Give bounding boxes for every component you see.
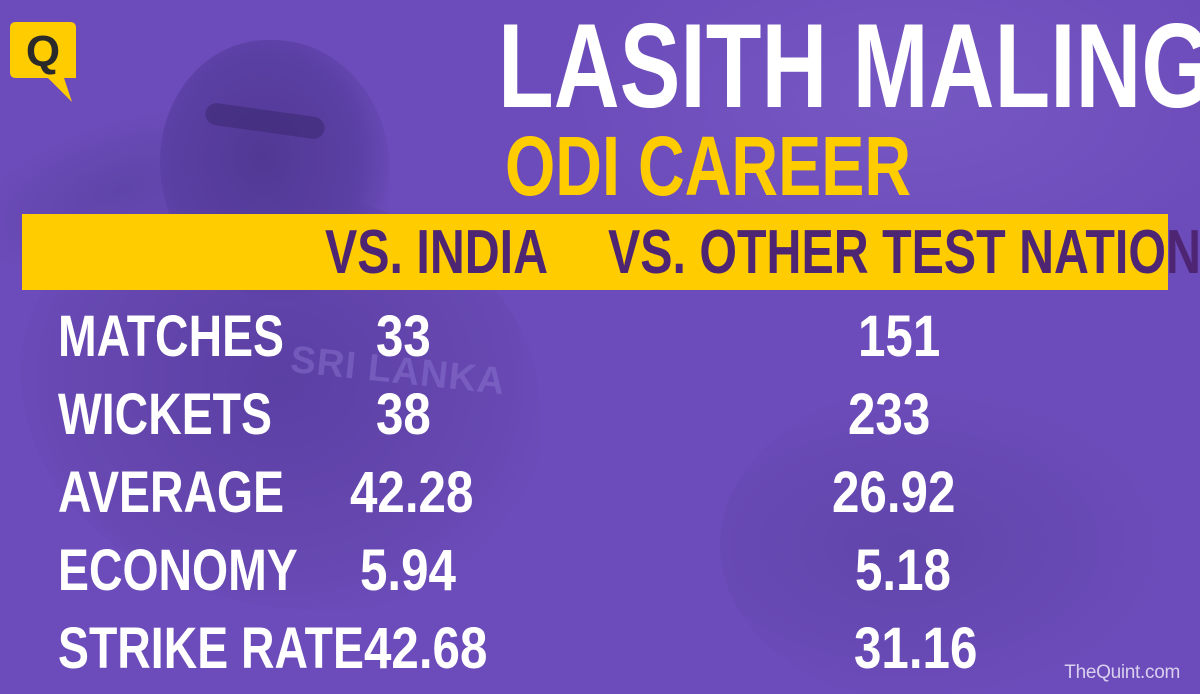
row-label-strike-rate: STRIKE RATE bbox=[58, 616, 364, 681]
page-title: LASITH MALINGA bbox=[498, 0, 1200, 133]
value-wickets-india: 38 bbox=[376, 382, 431, 447]
column-header-vs-other-nations: VS. OTHER TEST NATIONS bbox=[608, 218, 1200, 287]
svg-text:Q: Q bbox=[26, 27, 60, 76]
table-header-bar bbox=[22, 214, 1168, 290]
row-label-wickets: WICKETS bbox=[58, 382, 272, 447]
value-strike-rate-india: 42.68 bbox=[364, 616, 488, 681]
background-sunglasses-shape bbox=[204, 101, 326, 141]
value-average-other: 26.92 bbox=[832, 460, 956, 525]
value-wickets-other: 233 bbox=[848, 382, 931, 447]
watermark-link[interactable]: TheQuint.com bbox=[1064, 662, 1180, 683]
row-label-matches: MATCHES bbox=[58, 304, 284, 369]
value-economy-india: 5.94 bbox=[360, 538, 456, 603]
value-matches-other: 151 bbox=[858, 304, 941, 369]
value-economy-other: 5.18 bbox=[855, 538, 951, 603]
row-label-average: AVERAGE bbox=[58, 460, 285, 525]
column-header-vs-india: VS. INDIA bbox=[325, 218, 549, 287]
quint-logo-icon[interactable]: Q bbox=[8, 18, 78, 106]
page-subtitle: ODI CAREER bbox=[505, 119, 912, 213]
value-matches-india: 33 bbox=[376, 304, 431, 369]
value-average-india: 42.28 bbox=[350, 460, 474, 525]
value-strike-rate-other: 31.16 bbox=[854, 616, 978, 681]
row-label-economy: ECONOMY bbox=[58, 538, 298, 603]
